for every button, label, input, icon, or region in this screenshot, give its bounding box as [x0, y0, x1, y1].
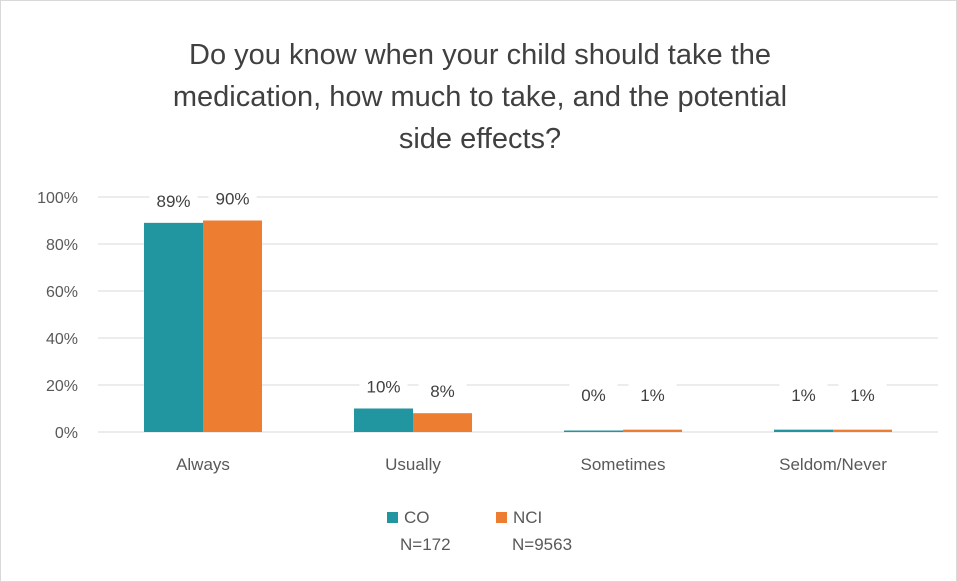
data-label-bg [149, 188, 198, 213]
data-label: 90% [215, 190, 249, 209]
chart-title: Do you know when your child should take … [60, 34, 900, 160]
bar-nci [833, 429, 892, 432]
y-tick-label: 20% [46, 378, 78, 395]
data-label: 1% [791, 386, 816, 405]
y-tick-label: 80% [46, 237, 78, 254]
data-label: 89% [156, 192, 190, 211]
data-label: 8% [430, 382, 455, 401]
chart-title-line-1: Do you know when your child should take … [189, 39, 771, 71]
data-label: 0% [581, 386, 606, 405]
y-tick-label: 40% [46, 331, 78, 348]
data-labels: 89% 90% 10% 8% 0% 1% 1% 1% [149, 186, 887, 407]
bar-co [564, 430, 623, 432]
data-label: 1% [640, 386, 665, 405]
data-label-bg [569, 383, 618, 407]
chart-title-line-2: medication, how much to take, and the po… [172, 81, 788, 113]
bar-nci [413, 413, 472, 432]
bars [144, 220, 892, 432]
data-label-bg [418, 379, 467, 404]
data-label-bg [208, 186, 257, 211]
chart-title-line-3: side effects? [398, 123, 562, 155]
bar-co [774, 429, 833, 432]
y-tick-label: 60% [46, 284, 78, 301]
x-axis: Always Usually Sometimes Seldom/Never [176, 455, 887, 474]
data-label-bg [359, 374, 408, 399]
x-category-label: Seldom/Never [779, 455, 887, 474]
x-category-label: Always [176, 455, 230, 474]
data-label: 10% [366, 378, 400, 397]
bar-nci [203, 220, 262, 432]
bar-nci [623, 429, 682, 432]
data-label-bg [779, 383, 828, 407]
y-tick-label: 0% [55, 425, 78, 442]
bar-co [354, 408, 413, 432]
y-tick-label: 100% [37, 190, 78, 207]
data-label: 1% [850, 386, 875, 405]
bar-co [144, 222, 203, 432]
y-axis: 0% 20% 40% 60% 80% 100% [37, 190, 78, 442]
x-category-label: Usually [385, 455, 441, 474]
data-label-bg [628, 383, 677, 407]
x-category-label: Sometimes [580, 455, 665, 474]
data-label-bg [838, 383, 887, 407]
